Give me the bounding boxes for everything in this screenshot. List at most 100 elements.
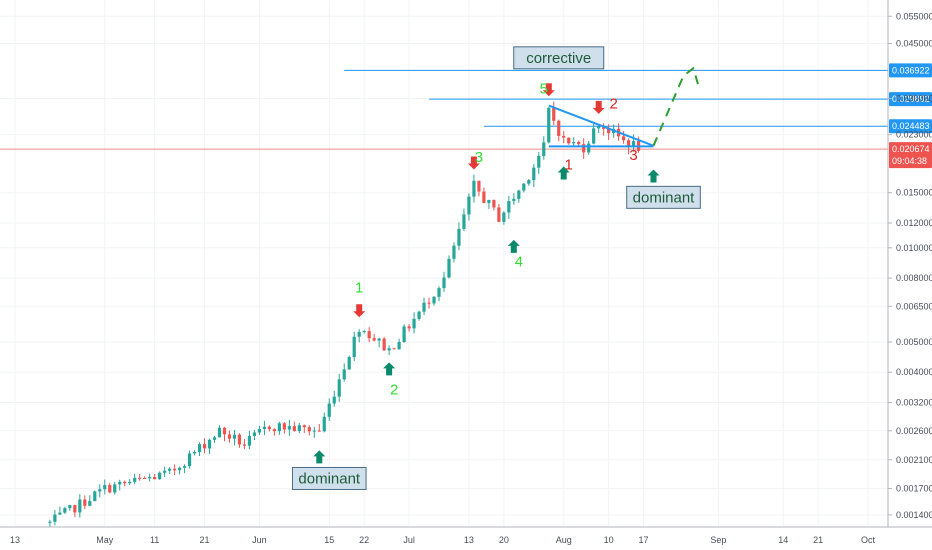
y-tick-label: 0.015000 bbox=[896, 188, 932, 198]
time-axis[interactable]: 13 May 11 21 Jun 15 22 Jul 13 20 Aug 10 17 Sep 14 21 Oct bbox=[0, 526, 932, 545]
candle-body bbox=[247, 435, 252, 446]
triangle-upper-line[interactable] bbox=[548, 104, 654, 147]
y-tick-label: 0.001700 bbox=[896, 483, 932, 493]
projection-path[interactable] bbox=[652, 66, 700, 147]
candle-body bbox=[342, 369, 346, 380]
x-tick-label: Jun bbox=[252, 535, 267, 545]
arrow-up-icon bbox=[647, 169, 660, 183]
candle-body bbox=[382, 338, 386, 351]
candle-body bbox=[242, 444, 247, 446]
candle-body bbox=[222, 427, 227, 435]
y-tick-label: 0.002100 bbox=[896, 455, 932, 465]
candle-body bbox=[177, 467, 182, 471]
x-tick-label: 22 bbox=[359, 535, 369, 545]
y-tick-label: 0.023000 bbox=[896, 130, 932, 140]
candle-body bbox=[182, 466, 187, 468]
candle-body bbox=[517, 190, 521, 199]
candle-body bbox=[302, 425, 306, 428]
candle-body bbox=[252, 432, 257, 436]
drawings[interactable] bbox=[548, 66, 700, 148]
candle-body bbox=[113, 484, 117, 493]
annotations: 1 2 3 4 5 1 2 3 corrective dominant dominant bbox=[291, 46, 701, 490]
text-box bbox=[513, 46, 605, 70]
candle-body bbox=[287, 426, 291, 430]
arrow-down-icon bbox=[592, 100, 605, 114]
candle-body bbox=[237, 434, 242, 445]
x-tick-label: 21 bbox=[200, 535, 210, 545]
wave-label: 3 bbox=[475, 149, 483, 166]
y-tick-label: 0.002600 bbox=[896, 426, 932, 436]
candle-body bbox=[297, 425, 301, 431]
candle-body bbox=[377, 338, 381, 341]
level-price-label: 0.029892 bbox=[892, 94, 930, 104]
text-box-label: dominant bbox=[633, 189, 696, 206]
candle-body bbox=[133, 477, 137, 482]
candle-body bbox=[277, 423, 281, 432]
candle-body bbox=[597, 126, 601, 129]
candle-body bbox=[492, 199, 496, 208]
wave-label: 3 bbox=[629, 147, 637, 164]
candle-body bbox=[257, 429, 262, 433]
candle-body bbox=[307, 427, 311, 432]
candle-body bbox=[327, 403, 331, 417]
arrow-down-icon bbox=[353, 304, 366, 318]
candle-body bbox=[447, 258, 451, 278]
candle-body bbox=[422, 302, 426, 312]
candle-body bbox=[187, 453, 192, 467]
candle-body bbox=[512, 198, 516, 202]
candle-body bbox=[73, 505, 77, 513]
wave-label: 5 bbox=[540, 80, 548, 97]
x-tick-label: Aug bbox=[556, 535, 572, 545]
candle-body bbox=[562, 135, 566, 138]
candle-body bbox=[103, 485, 107, 490]
candle-body bbox=[143, 477, 147, 479]
candle-body bbox=[427, 302, 431, 304]
candle-body bbox=[412, 318, 416, 329]
candle-body bbox=[352, 336, 356, 358]
candle-body bbox=[153, 477, 157, 480]
x-tick-label: Jul bbox=[403, 535, 415, 545]
countdown-label: 09:04:38 bbox=[892, 156, 927, 166]
y-tick-label: 0.030000 bbox=[896, 94, 932, 104]
candles bbox=[48, 101, 641, 527]
y-tick-label: 0.055000 bbox=[896, 11, 932, 21]
candle-body bbox=[602, 126, 606, 129]
candle-body bbox=[148, 477, 152, 479]
arrow-up-icon bbox=[313, 450, 326, 464]
wave-label: 2 bbox=[390, 381, 398, 398]
candle-body bbox=[168, 468, 172, 471]
candle-body bbox=[88, 501, 92, 506]
text-box bbox=[291, 466, 367, 490]
candle-body bbox=[357, 331, 361, 337]
candle-body bbox=[497, 207, 501, 222]
candle-body bbox=[197, 444, 202, 452]
x-tick-label: 17 bbox=[639, 535, 649, 545]
candle-body bbox=[372, 338, 376, 341]
candle-body bbox=[158, 472, 162, 480]
x-tick-label: 21 bbox=[813, 535, 823, 545]
candle-body bbox=[68, 505, 72, 509]
y-tick-label: 0.004000 bbox=[896, 367, 932, 377]
wave-label: 1 bbox=[355, 279, 363, 296]
candle-body bbox=[397, 341, 401, 350]
candle-body bbox=[522, 183, 526, 191]
candle-body bbox=[267, 426, 271, 430]
candle-body bbox=[527, 180, 531, 184]
horizontal-levels[interactable]: 0.036922 0.029892 0.024483 0.020674 09:04:38 bbox=[0, 63, 932, 169]
arrow-up-icon bbox=[383, 362, 396, 376]
x-tick-label: 13 bbox=[10, 535, 20, 545]
candle-body bbox=[78, 499, 82, 513]
x-tick-label: 10 bbox=[604, 535, 614, 545]
price-axis[interactable]: 0.001400 0.001700 0.002100 0.002600 0.003200… bbox=[887, 0, 932, 527]
candle-body bbox=[587, 143, 591, 153]
candle-body bbox=[487, 199, 491, 204]
candle-body bbox=[407, 326, 411, 329]
y-tick-label: 0.003200 bbox=[896, 398, 932, 408]
candle-body bbox=[442, 277, 446, 289]
candle-body bbox=[192, 451, 197, 454]
arrow-up-icon bbox=[507, 239, 520, 253]
candle-body bbox=[502, 212, 506, 222]
candle-body bbox=[592, 128, 596, 144]
x-tick-label: 15 bbox=[324, 535, 334, 545]
